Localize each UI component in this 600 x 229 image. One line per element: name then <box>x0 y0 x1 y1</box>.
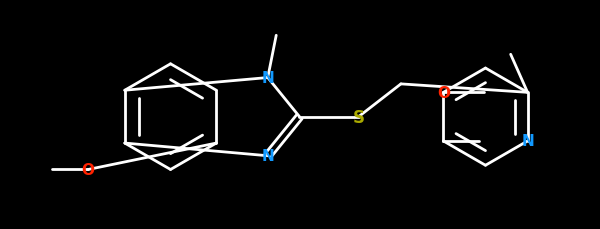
Text: N: N <box>521 134 534 149</box>
Text: S: S <box>353 108 365 126</box>
Text: N: N <box>262 149 274 164</box>
Text: N: N <box>262 71 274 86</box>
Text: O: O <box>437 85 450 100</box>
Text: O: O <box>82 162 95 177</box>
